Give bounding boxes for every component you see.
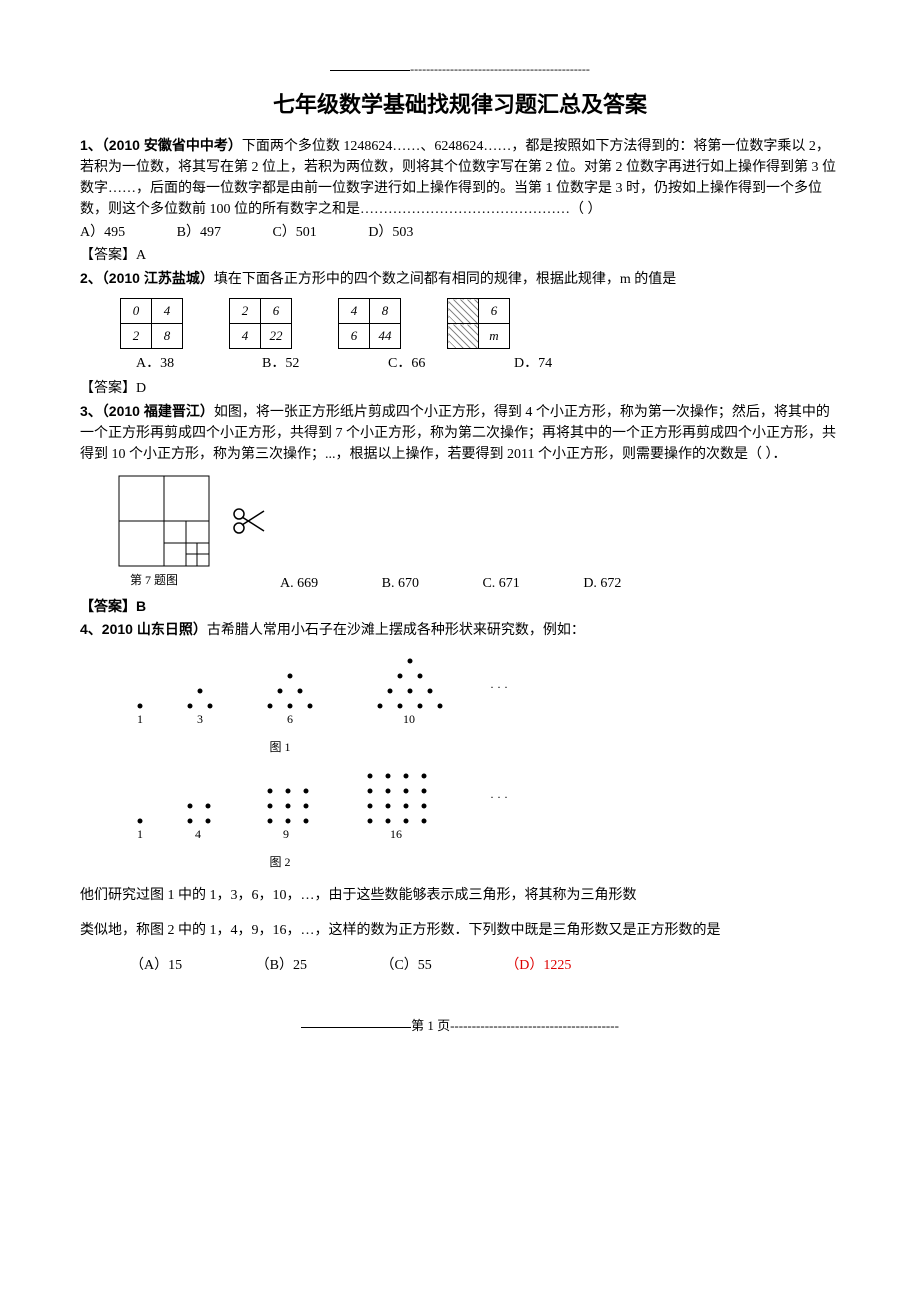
q1-optB: B）497 (177, 222, 221, 243)
cell: 4 (339, 299, 370, 324)
q4-fig1-caption: 图 1 (120, 738, 440, 756)
q2-answer: 【答案】D (80, 378, 840, 399)
q1-src: （2010 安徽省中中考） (102, 137, 242, 153)
q3-optB: B. 670 (382, 573, 419, 594)
q4-optA: （A）15 (130, 955, 182, 976)
q2-boxes: 0428 26422 48644 6m (120, 298, 840, 349)
q4-fig2-caption: 图 2 (120, 853, 440, 871)
q2-box-4: 6m (447, 298, 510, 349)
footer-text: 第 1 页 (411, 1018, 450, 1033)
cell-hatch (448, 299, 479, 324)
cell: 6 (339, 324, 370, 349)
fig2-label-3: 9 (283, 827, 289, 841)
scissors-icon (232, 507, 266, 535)
q2-options: A．38 B．52 C．66 D．74 (136, 353, 840, 374)
q1-options: A）495 B）497 C）501 D）503 (80, 222, 840, 243)
q1-optA: A）495 (80, 222, 125, 243)
q3-square-svg (114, 471, 224, 571)
fig1-label-1: 1 (137, 712, 143, 726)
fig1-label-4: 10 (403, 712, 415, 726)
q2-body: 填在下面各正方形中的四个数之间都有相同的规律，根据此规律，m 的值是 (214, 272, 676, 287)
cell: 0 (121, 299, 152, 324)
q4-line2: 类似地，称图 2 中的 1，4，9，16，…，这样的数为正方形数．下列数中既是三… (80, 920, 840, 941)
q2-box-2: 26422 (229, 298, 292, 349)
q1-answer: 【答案】A (80, 245, 840, 266)
fig2-label-4: 16 (390, 827, 402, 841)
q4-fig1-svg: 1 3 6 10 · · · (120, 651, 620, 731)
q4: 4、2010 山东日照）古希腊人常用小石子在沙滩上摆成各种形状来研究数，例如： (80, 619, 840, 641)
fig1-label-2: 3 (197, 712, 203, 726)
q2-optA: A．38 (136, 353, 216, 374)
q4-body: 古希腊人常用小石子在沙滩上摆成各种形状来研究数，例如： (207, 623, 585, 638)
cell: 2 (121, 324, 152, 349)
q1-optD: D）503 (368, 222, 413, 243)
q3-num: 3、 (80, 403, 102, 419)
q3-optD: D. 672 (583, 573, 621, 594)
q3-src: （2010 福建晋江） (102, 403, 214, 419)
q4-optD: （D）1225 (505, 955, 571, 976)
q2-box-3: 48644 (338, 298, 401, 349)
cell: 6 (261, 299, 292, 324)
cell: m (479, 324, 510, 349)
footer-dashes: --------------------------------------- (450, 1018, 619, 1033)
cell: 22 (261, 324, 292, 349)
fig2-label-2: 4 (195, 827, 201, 841)
q4-figures: 1 3 6 10 · · · 图 1 1 4 9 (120, 651, 840, 871)
page-title: 七年级数学基础找规律习题汇总及答案 (80, 88, 840, 121)
cell: 4 (230, 324, 261, 349)
fig2-ellipsis: · · · (490, 790, 508, 804)
cell: 2 (230, 299, 261, 324)
page-footer: 第 1 页-----------------------------------… (80, 1016, 840, 1036)
fig1-label-3: 6 (287, 712, 293, 726)
q4-num: 4、 (80, 621, 102, 637)
q1-optC: C）501 (272, 222, 316, 243)
cell: 8 (370, 299, 401, 324)
q3-figure (114, 471, 840, 571)
fig2-label-1: 1 (137, 827, 143, 841)
q1-num: 1、 (80, 137, 102, 153)
header-dashes-text: ----------------------------------------… (410, 62, 590, 76)
q2-num: 2、 (80, 270, 102, 286)
cell: 6 (479, 299, 510, 324)
cell: 8 (152, 324, 183, 349)
q4-options: （A）15 （B）25 （C）55 （D）1225 (130, 955, 840, 976)
q2-optB: B．52 (262, 353, 342, 374)
q2-optC: C．66 (388, 353, 468, 374)
cell-hatch (448, 324, 479, 349)
q3-optC: C. 671 (482, 573, 519, 594)
q4-src: 2010 山东日照） (102, 621, 207, 637)
q4-optB: （B）25 (256, 955, 307, 976)
header-rule: ----------------------------------------… (80, 60, 840, 78)
fig1-ellipsis: · · · (490, 680, 508, 694)
q1: 1、（2010 安徽省中中考）下面两个多位数 1248624……、6248624… (80, 135, 840, 220)
q3-options: A. 669 B. 670 C. 671 D. 672 (280, 573, 840, 594)
q3-answer: 【答案】B (80, 596, 840, 617)
q2: 2、（2010 江苏盐城）填在下面各正方形中的四个数之间都有相同的规律，根据此规… (80, 268, 840, 290)
cell: 4 (152, 299, 183, 324)
q3-optA: A. 669 (280, 573, 318, 594)
q4-optC: （C）55 (380, 955, 431, 976)
cell: 44 (370, 324, 401, 349)
q4-fig2-svg: 1 4 9 16 · · · (120, 756, 640, 846)
q2-src: （2010 江苏盐城） (102, 270, 214, 286)
q2-box-1: 0428 (120, 298, 183, 349)
q4-line1: 他们研究过图 1 中的 1，3，6，10，…，由于这些数能够表示成三角形，将其称… (80, 885, 840, 906)
q3: 3、（2010 福建晋江）如图，将一张正方形纸片剪成四个小正方形，得到 4 个小… (80, 401, 840, 465)
q2-optD: D．74 (514, 353, 594, 374)
